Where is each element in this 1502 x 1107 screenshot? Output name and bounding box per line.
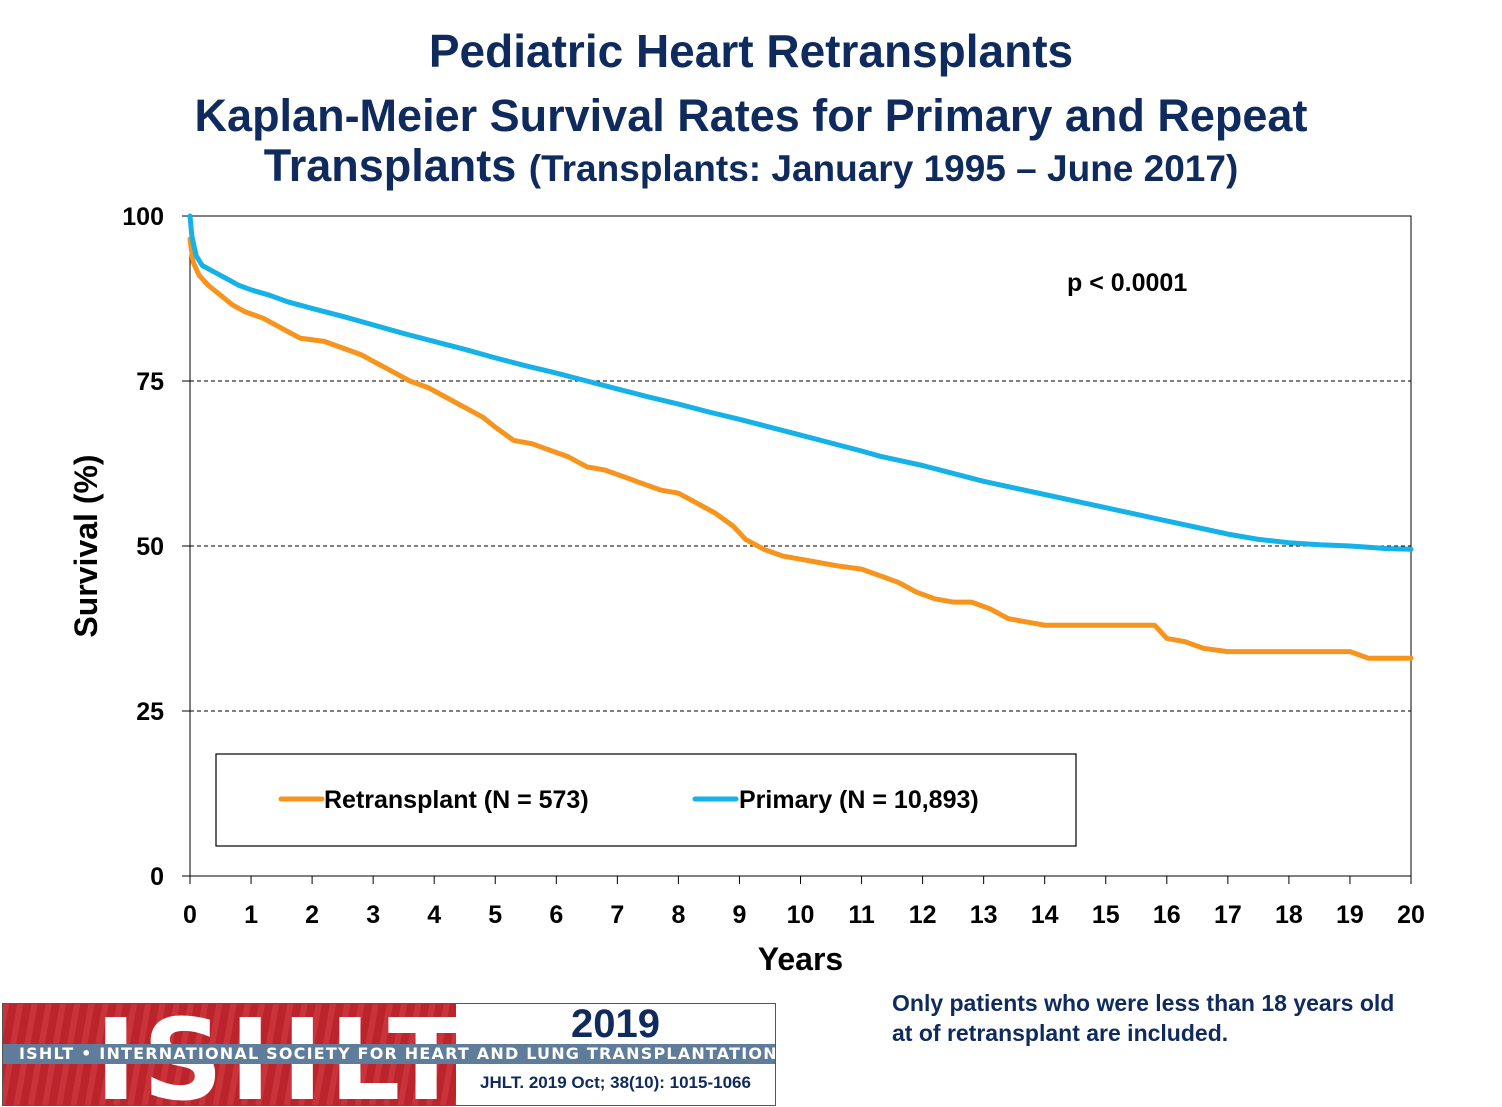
- logo-year: 2019: [571, 1003, 660, 1046]
- x-tick-label: 15: [1092, 901, 1120, 929]
- y-axis-label: Survival (%): [68, 454, 104, 637]
- x-tick-label: 10: [787, 901, 815, 929]
- chart-subtitle-main: Transplants: [263, 140, 517, 191]
- x-tick-label: 2: [305, 901, 319, 929]
- x-tick-label: 9: [732, 901, 746, 929]
- x-tick-label: 17: [1214, 901, 1242, 929]
- y-tick-label: 25: [136, 698, 164, 726]
- y-tick-label: 75: [136, 368, 164, 396]
- legend-label-primary: Primary (N = 10,893): [739, 786, 979, 814]
- x-tick-label: 0: [183, 901, 197, 929]
- grid-lines: [190, 380, 1411, 712]
- series-lines: [187, 213, 1414, 661]
- x-tick-label: 14: [1031, 901, 1059, 929]
- x-tick-label: 16: [1153, 901, 1181, 929]
- x-tick-label: 8: [671, 901, 685, 929]
- x-tick-label: 13: [970, 901, 998, 929]
- x-tick-label: 3: [366, 901, 380, 929]
- series-line-retransplant: [187, 236, 1414, 661]
- p-value-annotation: p < 0.0001: [1067, 269, 1187, 297]
- x-tick-label: 7: [610, 901, 624, 929]
- x-axis-label: Years: [758, 941, 843, 977]
- logo-band-text: ISHLT • INTERNATIONAL SOCIETY FOR HEART …: [19, 1044, 776, 1063]
- y-tick-label: 0: [150, 863, 164, 891]
- x-tick-label: 6: [549, 901, 563, 929]
- logo-band: [3, 1044, 775, 1064]
- x-tick-label: 12: [909, 901, 937, 929]
- chart-title: Pediatric Heart Retransplants: [428, 25, 1074, 77]
- x-tick-label: 20: [1397, 901, 1425, 929]
- legend: Retransplant (N = 573) Primary (N = 10,8…: [215, 753, 1077, 847]
- x-axis-ticks: 0 1 2 3 4 5 6 7 8 9 10 11 12 13 14 15 16 17 18 19 20: [183, 876, 1425, 929]
- legend-box: [215, 753, 1077, 847]
- footnote-line2: at of retransplant are included.: [892, 1020, 1229, 1046]
- y-axis-ticks: 0 25 50 75 100: [122, 203, 190, 891]
- footnote-line1: Only patients who were less than 18 year…: [892, 990, 1395, 1016]
- chart-subtitle-dates: (Transplants: January 1995 – June 2017): [528, 148, 1239, 189]
- x-tick-label: 18: [1275, 901, 1303, 929]
- chart-subtitle-line1: Kaplan-Meier Survival Rates for Primary …: [194, 90, 1308, 141]
- x-tick-label: 11: [848, 901, 875, 929]
- x-tick-label: 5: [488, 901, 502, 929]
- chart-subtitle-line2: Transplants (Transplants: January 1995 –…: [0, 140, 1502, 192]
- ishlt-logo-banner: ISHLT ISHLT • INTERNATIONAL SOCIETY FOR …: [2, 1003, 776, 1106]
- y-tick-label: 100: [122, 203, 164, 231]
- journal-reference: JHLT. 2019 Oct; 38(10): 1015-1066: [480, 1073, 751, 1092]
- y-tick-label: 50: [136, 533, 164, 561]
- series-line-primary: [187, 213, 1414, 552]
- x-tick-label: 19: [1336, 901, 1364, 929]
- footnote: Only patients who were less than 18 year…: [892, 988, 1472, 1048]
- x-tick-label: 1: [244, 901, 258, 929]
- legend-label-retransplant: Retransplant (N = 573): [324, 786, 589, 814]
- x-tick-label: 4: [427, 901, 441, 929]
